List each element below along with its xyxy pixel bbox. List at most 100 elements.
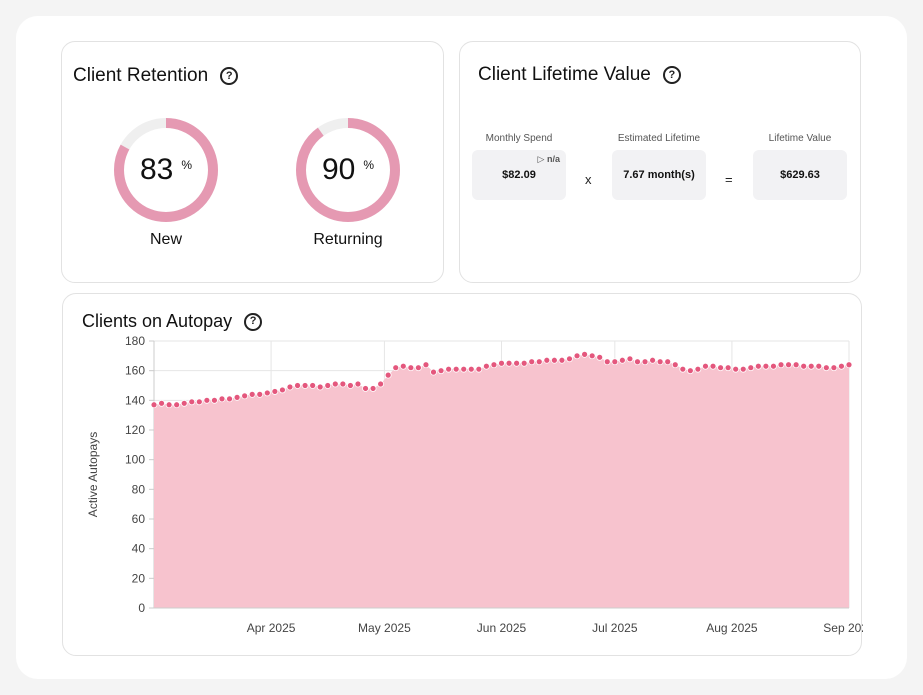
new-retention-value: 83 % [111, 115, 221, 225]
gauge-number: 83 [139, 153, 174, 186]
autopay-area-chart: 0 20 40 60 80 100 120 140 160 180 Apr 2025 May 2025… [86, 334, 863, 635]
y-tick-label: 100 [125, 453, 145, 467]
data-point [641, 358, 649, 366]
data-point [324, 382, 332, 389]
client-retention-title: Client Retention [73, 65, 209, 86]
data-point [603, 358, 611, 366]
data-point [362, 385, 369, 392]
data-point [822, 364, 830, 372]
question-circle-icon[interactable]: ? [662, 66, 681, 84]
data-point [528, 358, 536, 366]
data-point [211, 396, 218, 404]
data-point [392, 364, 400, 372]
data-point [415, 364, 422, 372]
data-point [241, 392, 249, 400]
data-point [460, 365, 468, 373]
data-point [347, 382, 354, 389]
data-point [482, 362, 490, 370]
y-tick-label: 120 [125, 423, 145, 437]
returning-retention-ring [296, 118, 400, 222]
monthly-spend-change-value: n/a [546, 154, 560, 164]
data-point [158, 399, 165, 407]
lifetime-value-box: $629.63 [753, 150, 847, 200]
data-point [188, 398, 196, 406]
data-point [309, 382, 317, 389]
estimated-lifetime-value: 7.67 month(s) [623, 169, 695, 181]
data-point [618, 356, 626, 364]
x-tick-label: Aug 2025 [706, 621, 758, 635]
y-tick-label: 160 [125, 364, 145, 378]
data-point [581, 350, 588, 358]
estimated-lifetime-metric: Estimated Lifetime 7.67 month(s) [612, 132, 706, 200]
data-point [596, 353, 604, 361]
multiply-operator: x [585, 172, 592, 187]
gauge-number: 90 [321, 153, 356, 186]
data-point [430, 368, 437, 376]
y-tick-label: 40 [132, 542, 146, 556]
data-point [656, 358, 664, 366]
data-point [301, 382, 309, 389]
question-circle-icon[interactable]: ? [220, 67, 239, 85]
data-point [732, 365, 740, 373]
data-point [679, 365, 687, 373]
y-tick-label: 0 [138, 601, 145, 615]
data-point [739, 365, 747, 373]
data-point [263, 389, 271, 397]
x-tick-label: Sep 2025 [823, 621, 863, 635]
data-point [203, 396, 211, 404]
data-point [543, 356, 551, 364]
data-point [294, 382, 301, 389]
data-point [694, 365, 702, 373]
question-circle-icon[interactable]: ? [244, 312, 263, 331]
data-point [709, 362, 717, 370]
estimated-lifetime-label: Estimated Lifetime [617, 133, 701, 144]
data-point [777, 361, 785, 369]
data-point [271, 388, 279, 395]
data-point [279, 386, 286, 394]
lifetime-value-value: $629.63 [780, 169, 820, 181]
data-point [286, 383, 294, 391]
data-point [248, 391, 256, 398]
data-point [770, 362, 777, 370]
data-point [535, 358, 543, 366]
data-point [807, 362, 815, 370]
data-point [573, 352, 581, 360]
data-point [550, 356, 558, 364]
data-point [664, 358, 672, 366]
data-point [467, 365, 475, 373]
data-point [407, 364, 415, 372]
lifetime-value-label: Lifetime Value [768, 133, 832, 144]
client-retention-header: Client Retention ? [73, 65, 239, 87]
client-retention-card: Client Retention ? 83 % New 90 % Ret [61, 41, 444, 283]
new-retention-gauge: 83 % New [111, 115, 221, 249]
data-point [747, 364, 755, 372]
monthly-spend-box: ▷ n/a $82.09 [472, 150, 566, 200]
data-point [422, 361, 430, 369]
data-point [331, 380, 339, 388]
triangle-right-icon: ▷ [537, 154, 545, 164]
new-retention-label: New [149, 231, 182, 248]
autopay-area [154, 354, 849, 608]
y-tick-label: 140 [125, 393, 145, 407]
lifetime-value-metric: Lifetime Value $629.63 [753, 132, 847, 200]
data-point [686, 367, 694, 375]
data-point [649, 356, 656, 364]
data-point [785, 361, 792, 369]
estimated-lifetime-box: 7.67 month(s) [612, 150, 706, 200]
y-axis-title: Active Autopays [86, 432, 100, 517]
returning-retention-label: Returning [313, 231, 383, 248]
data-point [724, 364, 732, 372]
data-point [717, 364, 724, 372]
data-point [513, 359, 521, 367]
clients-on-autopay-title: Clients on Autopay [82, 311, 233, 331]
gauge-fill-arc [296, 118, 400, 222]
gauge-unit: % [363, 158, 375, 172]
data-point [588, 352, 596, 360]
data-point [256, 391, 264, 398]
data-point [702, 362, 709, 370]
data-point [437, 367, 445, 375]
data-point [445, 365, 453, 373]
data-point [498, 359, 505, 367]
data-point [626, 355, 634, 363]
data-point [173, 401, 181, 409]
